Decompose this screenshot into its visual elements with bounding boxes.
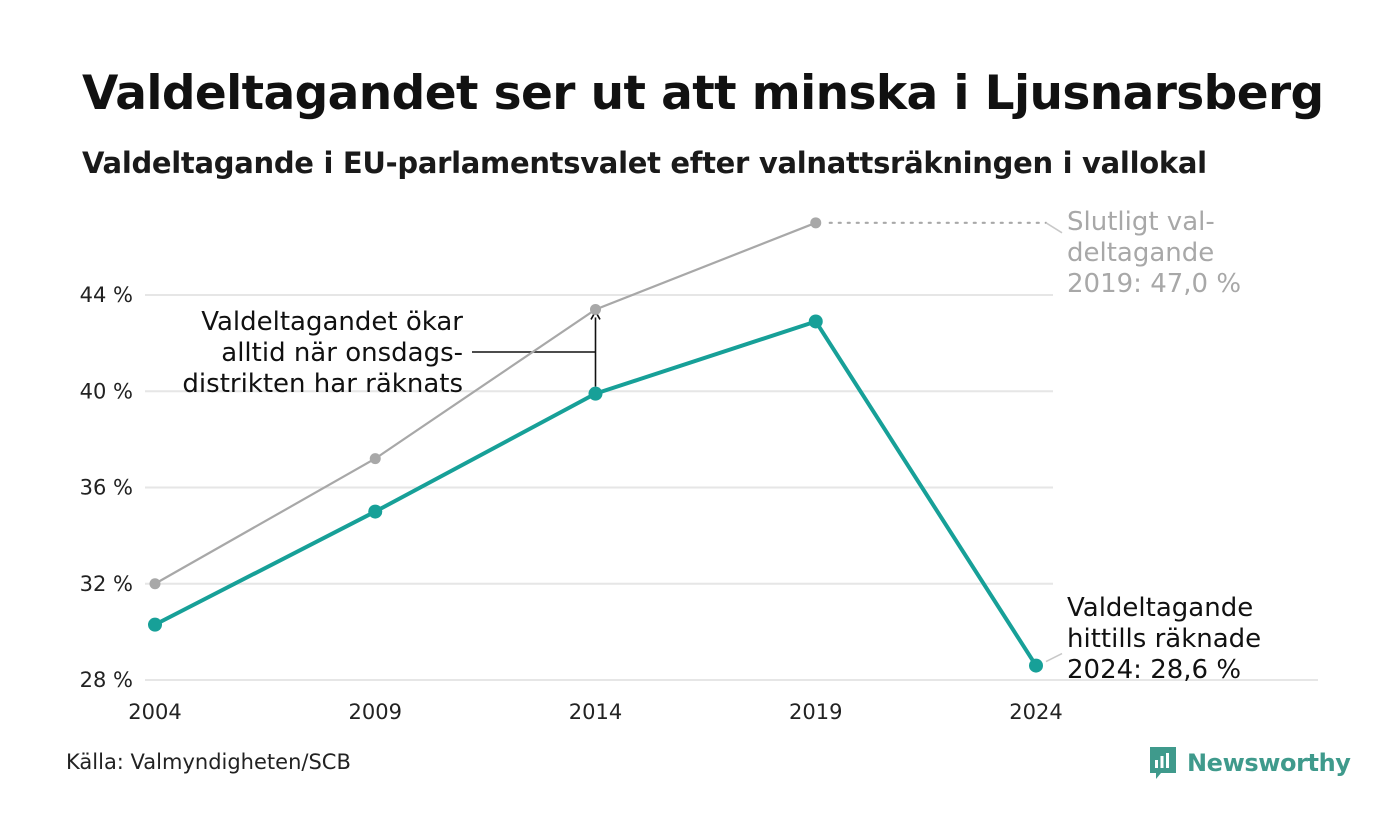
y-axis-labels: 28 % 32 % 36 % 40 % 44 % xyxy=(80,283,133,692)
series-counted-point xyxy=(1029,658,1043,673)
chart-subtitle: Valdeltagande i EU-parlamentsvalet efter… xyxy=(82,146,1207,180)
x-tick-label: 2004 xyxy=(128,700,181,724)
series-counted-point xyxy=(368,504,383,519)
x-tick-label: 2009 xyxy=(349,700,402,724)
y-tick-label: 36 % xyxy=(80,476,133,500)
y-tick-label: 44 % xyxy=(80,283,133,307)
final-turnout-label: deltagande xyxy=(1067,238,1214,268)
newsworthy-logo-icon xyxy=(1150,747,1176,779)
series-final-point xyxy=(369,453,381,465)
gridlines xyxy=(145,294,1318,681)
final-turnout-label: 2019: 47,0 % xyxy=(1067,269,1241,299)
series-counted-turnout xyxy=(148,314,1043,673)
y-tick-label: 32 % xyxy=(80,572,133,596)
annotation-leaders xyxy=(472,221,1063,663)
counted-turnout-label: Valdeltagande xyxy=(1067,593,1253,623)
arrow-note-label: Valdeltagandet ökar xyxy=(201,307,463,337)
series-counted-point xyxy=(148,617,162,632)
counted-turnout-label: 2024: 28,6 % xyxy=(1067,655,1241,685)
arrow-note-label: alltid när onsdags- xyxy=(221,338,463,368)
source-note: Källa: Valmyndigheten/SCB xyxy=(66,750,351,774)
series-final-turnout xyxy=(149,217,822,590)
y-tick-label: 28 % xyxy=(80,668,133,692)
brand-logo: Newsworthy xyxy=(1148,743,1351,783)
y-tick-label: 40 % xyxy=(80,379,133,403)
series-counted-point xyxy=(808,314,823,329)
x-axis-labels: 2004 2009 2014 2019 2024 xyxy=(128,700,1062,724)
x-tick-label: 2024 xyxy=(1009,700,1062,724)
counted-label-connector xyxy=(1045,652,1063,663)
series-final-point xyxy=(590,303,601,315)
series-counted-point xyxy=(588,386,603,401)
series-final-point xyxy=(810,217,822,229)
arrow-note-label: distrikten har räknats xyxy=(182,369,463,399)
brand-name: Newsworthy xyxy=(1187,749,1351,777)
series-final-line xyxy=(154,221,817,585)
series-final-point xyxy=(149,578,161,590)
final-turnout-label: Slutligt val- xyxy=(1067,207,1215,237)
line-chart: 28 % 32 % 36 % 40 % 44 % 2004 2009 2014 2019 202… xyxy=(80,207,1318,724)
x-tick-label: 2019 xyxy=(789,700,842,724)
x-tick-label: 2014 xyxy=(569,700,622,724)
final-label-connector xyxy=(1045,222,1063,234)
counted-turnout-label: hittills räknade xyxy=(1067,624,1261,654)
chart-title: Valdeltagandet ser ut att minska i Ljusn… xyxy=(82,66,1324,121)
